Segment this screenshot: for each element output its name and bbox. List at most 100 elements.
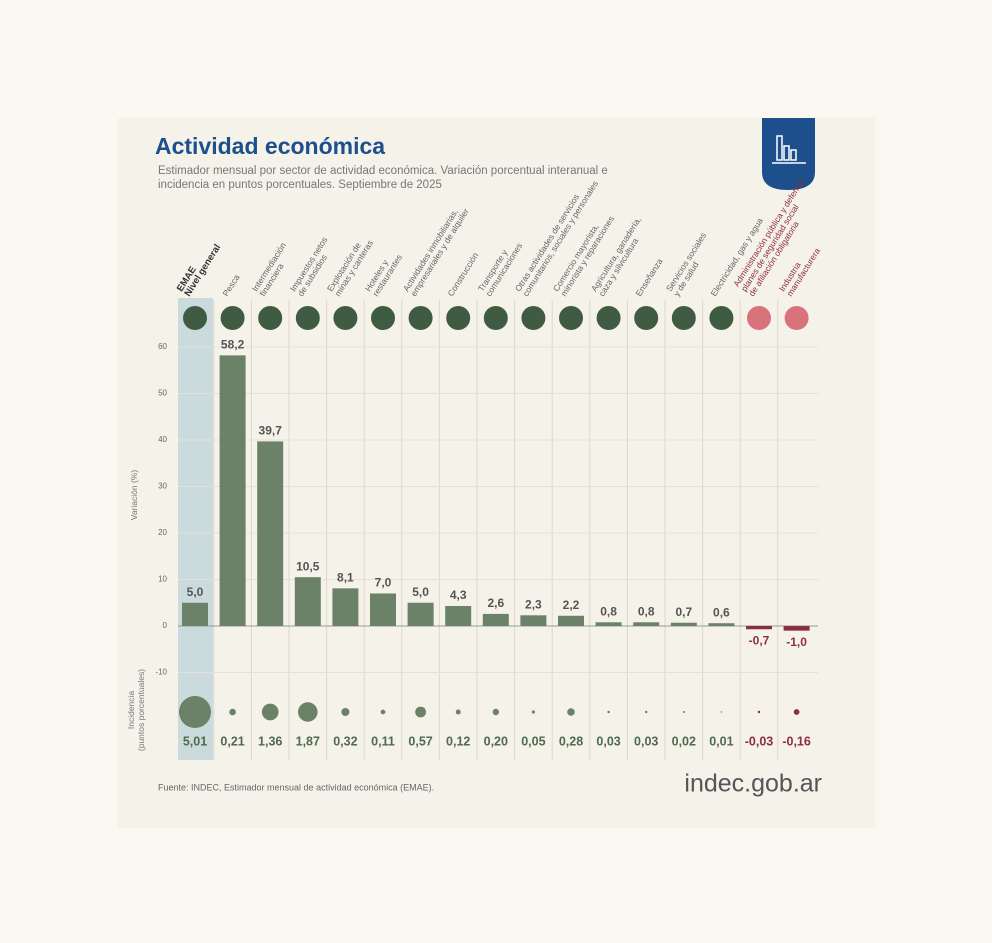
y-tick-label: 0 xyxy=(163,621,168,630)
incidence-label: 0,21 xyxy=(220,734,244,748)
y-axis-label: Variación (%) xyxy=(129,469,139,521)
sector-icon xyxy=(446,306,471,330)
value-label: 4,3 xyxy=(450,588,467,602)
incidence-label: 0,12 xyxy=(446,734,470,748)
incidence-bubble xyxy=(229,708,236,716)
sector-icon xyxy=(709,306,734,330)
bar xyxy=(708,623,735,626)
bar xyxy=(294,577,321,626)
incidence-label: 0,05 xyxy=(521,734,545,748)
incidence-label: -0,03 xyxy=(745,734,774,748)
incidence-bubble xyxy=(492,708,499,716)
bar xyxy=(783,626,810,631)
value-label: 39,7 xyxy=(259,424,283,438)
incidence-label: 0,11 xyxy=(371,734,395,748)
value-label: 8,1 xyxy=(337,571,354,585)
bar xyxy=(670,622,697,626)
bar xyxy=(445,606,472,626)
sector-icon xyxy=(295,306,320,330)
sector-icon xyxy=(333,306,358,330)
sector-icon xyxy=(183,306,207,330)
incidence-bubble xyxy=(607,710,610,714)
subtitle: Estimador mensual por sector de activida… xyxy=(158,165,608,191)
value-label: 10,5 xyxy=(296,559,320,573)
bar xyxy=(407,602,434,626)
incidence-bubble xyxy=(179,696,211,728)
incidence-label: 5,01 xyxy=(183,734,207,748)
value-label: 2,3 xyxy=(525,597,542,611)
value-label: -1,0 xyxy=(786,635,807,649)
bar xyxy=(332,588,359,626)
incidence-label: 0,03 xyxy=(596,734,620,748)
bar xyxy=(257,441,284,626)
bar xyxy=(746,626,772,630)
incidence-label: -0,16 xyxy=(782,734,811,748)
sector-icon xyxy=(634,306,659,330)
y-tick-label: 20 xyxy=(158,528,167,537)
bar xyxy=(633,622,660,626)
sector-icon xyxy=(671,306,696,330)
value-label: 2,2 xyxy=(563,598,580,612)
brand: indec.gob.ar xyxy=(684,770,822,798)
value-label: 0,8 xyxy=(600,604,617,618)
sector-icon xyxy=(483,306,508,330)
chart-title: Actividad económica xyxy=(155,133,385,159)
source: Fuente: INDEC, Estimador mensual de acti… xyxy=(158,782,434,792)
bar xyxy=(595,622,622,626)
y-tick-label: 50 xyxy=(158,389,167,398)
bar xyxy=(370,593,396,626)
logo-icon xyxy=(772,135,806,164)
sector-icon xyxy=(408,306,433,330)
value-label: 0,6 xyxy=(713,605,730,619)
incidence-bubble xyxy=(415,706,426,718)
incidence-label: 1,36 xyxy=(258,734,282,748)
incidence-label: 0,28 xyxy=(559,734,583,748)
value-label: 0,8 xyxy=(638,604,655,618)
value-label: 2,6 xyxy=(487,596,504,610)
incidence-bubble xyxy=(380,709,386,715)
incidence-label: 0,20 xyxy=(484,734,508,748)
value-label: 7,0 xyxy=(375,576,392,590)
incidence-bubble xyxy=(531,710,535,714)
y-tick-label: 10 xyxy=(158,575,167,584)
incidence-bubble xyxy=(757,710,761,714)
sector-icon xyxy=(784,306,809,330)
bar xyxy=(182,602,208,626)
emae-highlight xyxy=(178,298,213,760)
bar xyxy=(219,355,246,626)
value-label: 58,2 xyxy=(221,338,245,352)
incidence-label: 0,01 xyxy=(709,734,733,748)
y-tick-label: 30 xyxy=(158,482,167,491)
sector-icon xyxy=(371,306,395,330)
incidence-bubble xyxy=(455,709,461,715)
incidence-label: 0,02 xyxy=(672,734,696,748)
y-tick-label: 40 xyxy=(158,435,167,444)
value-label: 5,0 xyxy=(412,585,429,599)
sector-icon xyxy=(220,306,245,330)
incidence-bubble xyxy=(720,711,723,713)
value-label: 0,7 xyxy=(675,605,692,619)
incidence-bubble xyxy=(793,709,800,715)
incidence-label: 0,57 xyxy=(408,734,432,748)
y-tick-label: 60 xyxy=(158,342,167,351)
y-tick-label: -10 xyxy=(155,668,167,677)
incidence-label: Incidencia (puntos porcentuales) xyxy=(126,668,146,752)
incidence-bubble xyxy=(261,703,279,721)
bar xyxy=(482,613,509,626)
sector-icon xyxy=(747,306,771,330)
incidence-label: 0,03 xyxy=(634,734,658,748)
incidence-label: 1,87 xyxy=(296,734,320,748)
bar xyxy=(558,615,584,626)
incidence-label: 0,32 xyxy=(333,734,357,748)
sector-icon xyxy=(559,306,583,330)
incidence-bubble xyxy=(644,710,648,714)
bar xyxy=(520,615,547,626)
incidence-bubble xyxy=(682,710,685,714)
sector-icon xyxy=(596,306,621,330)
sector-icon xyxy=(521,306,546,330)
incidence-bubble xyxy=(298,702,318,722)
sector-icon xyxy=(258,306,283,330)
incidence-bubble xyxy=(341,707,350,717)
